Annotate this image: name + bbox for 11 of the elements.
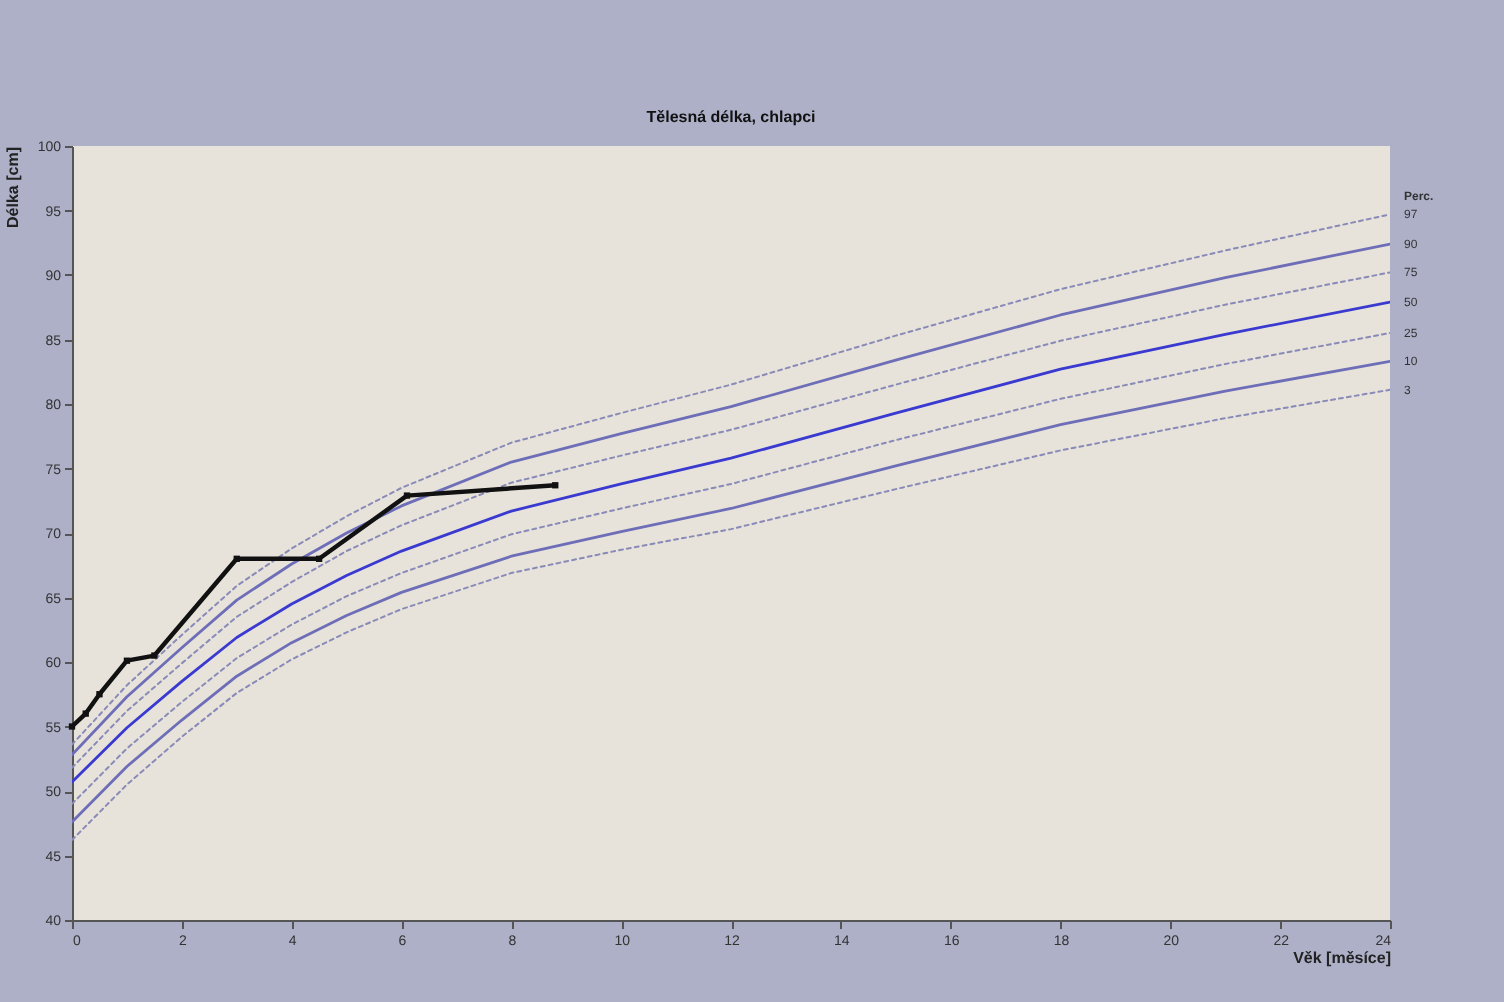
point bbox=[96, 691, 103, 698]
point bbox=[151, 652, 158, 659]
point bbox=[315, 555, 323, 562]
point bbox=[82, 710, 89, 717]
x-axis-title: Věk [měsíce] bbox=[1293, 949, 1392, 967]
point bbox=[552, 482, 559, 489]
y-axis-title: Délka [cm] bbox=[3, 146, 22, 228]
point bbox=[233, 555, 240, 562]
point bbox=[123, 657, 131, 664]
point bbox=[403, 492, 411, 499]
chart-title: Tělesná délka, chlapci bbox=[646, 108, 816, 126]
